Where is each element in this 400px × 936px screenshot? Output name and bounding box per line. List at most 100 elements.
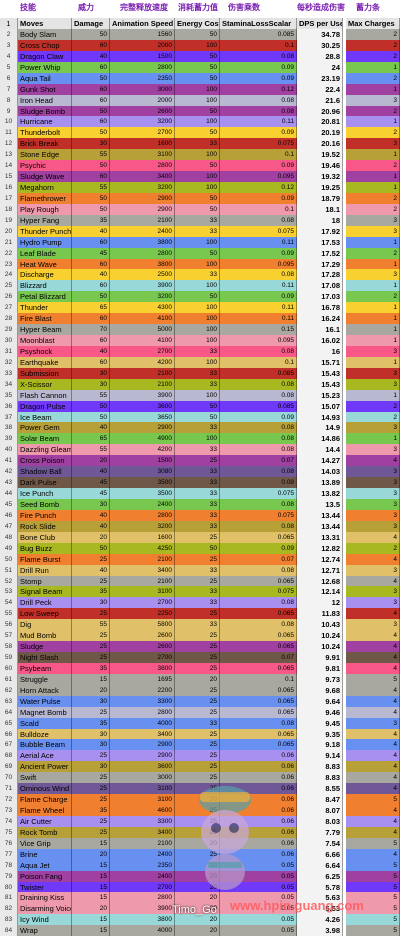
header-max-charges[interactable]: Max Charges bbox=[346, 18, 400, 29]
damage-cell[interactable]: 15 bbox=[72, 881, 110, 893]
stamina-loss-cell[interactable]: 0.085 bbox=[220, 367, 297, 379]
animation-speed-cell[interactable]: 2800 bbox=[110, 160, 175, 172]
row-number[interactable]: 81 bbox=[0, 892, 18, 904]
move-name-cell[interactable]: Scald bbox=[18, 717, 72, 729]
dps-cell[interactable]: 8.47 bbox=[297, 794, 343, 806]
stamina-loss-cell[interactable]: 0.11 bbox=[220, 313, 297, 325]
row-number[interactable]: 84 bbox=[0, 925, 18, 936]
stamina-loss-cell[interactable]: 0.08 bbox=[220, 94, 297, 106]
move-name-cell[interactable]: Psychic bbox=[18, 160, 72, 172]
dps-cell[interactable]: 9.73 bbox=[297, 673, 343, 685]
dps-cell[interactable]: 28.8 bbox=[297, 50, 343, 62]
row-number[interactable]: 34 bbox=[0, 378, 18, 390]
stamina-loss-cell[interactable]: 0.1 bbox=[220, 39, 297, 51]
energy-cost-cell[interactable]: 33 bbox=[175, 214, 220, 226]
energy-cost-cell[interactable]: 100 bbox=[175, 258, 220, 270]
dps-cell[interactable]: 15.71 bbox=[297, 356, 343, 368]
table-row[interactable]: 10 Hurricane 60 3200 100 0.11 20.81 1 bbox=[0, 116, 400, 128]
energy-cost-cell[interactable]: 100 bbox=[175, 116, 220, 128]
animation-speed-cell[interactable]: 3200 bbox=[110, 291, 175, 303]
dps-cell[interactable]: 19.52 bbox=[297, 149, 343, 161]
max-charges-cell[interactable]: 3 bbox=[346, 94, 400, 106]
move-name-cell[interactable]: Dazzling Gleam bbox=[18, 444, 72, 456]
dps-cell[interactable]: 9.18 bbox=[297, 739, 343, 751]
table-row[interactable]: 81 Draining Kiss 15 2800 20 0.05 5.63 5 bbox=[0, 892, 400, 904]
animation-speed-cell[interactable]: 1695 bbox=[110, 673, 175, 685]
row-number[interactable]: 22 bbox=[0, 247, 18, 259]
dps-cell[interactable]: 20.81 bbox=[297, 116, 343, 128]
max-charges-cell[interactable]: 4 bbox=[346, 750, 400, 762]
animation-speed-cell[interactable]: 2700 bbox=[110, 127, 175, 139]
stamina-loss-cell[interactable]: 0.08 bbox=[220, 105, 297, 117]
damage-cell[interactable]: 35 bbox=[72, 214, 110, 226]
table-row[interactable]: 66 Bulldoze 30 3400 25 0.065 9.35 4 bbox=[0, 728, 400, 740]
dps-cell[interactable]: 12 bbox=[297, 597, 343, 609]
stamina-loss-cell[interactable]: 0.06 bbox=[220, 783, 297, 795]
move-name-cell[interactable]: Hydro Pump bbox=[18, 236, 72, 248]
max-charges-cell[interactable]: 4 bbox=[346, 739, 400, 751]
move-name-cell[interactable]: Flame Burst bbox=[18, 553, 72, 565]
table-row[interactable]: 30 Moonblast 60 4100 100 0.095 16.02 1 bbox=[0, 335, 400, 347]
move-name-cell[interactable]: Stone Edge bbox=[18, 149, 72, 161]
energy-cost-cell[interactable]: 100 bbox=[175, 149, 220, 161]
energy-cost-cell[interactable]: 50 bbox=[175, 192, 220, 204]
row-number[interactable]: 58 bbox=[0, 641, 18, 653]
animation-speed-cell[interactable]: 3000 bbox=[110, 772, 175, 784]
animation-speed-cell[interactable]: 2000 bbox=[110, 39, 175, 51]
move-name-cell[interactable]: Struggle bbox=[18, 673, 72, 685]
table-row[interactable]: 48 Bone Club 20 1600 25 0.065 13.31 4 bbox=[0, 531, 400, 543]
row-number[interactable]: 56 bbox=[0, 619, 18, 631]
table-row[interactable]: 65 Scald 35 4000 33 0.08 9.45 3 bbox=[0, 717, 400, 729]
stamina-loss-cell[interactable]: 0.11 bbox=[220, 280, 297, 292]
table-row[interactable]: 35 Flash Cannon 55 3900 100 0.08 15.23 1 bbox=[0, 389, 400, 401]
energy-cost-cell[interactable]: 50 bbox=[175, 50, 220, 62]
max-charges-cell[interactable]: 2 bbox=[346, 127, 400, 139]
damage-cell[interactable]: 60 bbox=[72, 280, 110, 292]
animation-speed-cell[interactable]: 3100 bbox=[110, 794, 175, 806]
dps-cell[interactable]: 8.07 bbox=[297, 805, 343, 817]
table-row[interactable]: 60 Psybeam 35 3800 25 0.065 9.81 4 bbox=[0, 662, 400, 674]
row-number[interactable]: 8 bbox=[0, 94, 18, 106]
move-name-cell[interactable]: Mud Bomb bbox=[18, 630, 72, 642]
dps-cell[interactable]: 6.64 bbox=[297, 859, 343, 871]
table-row[interactable]: 82 Disarming Voice 20 3900 20 0.05 5.53 5 bbox=[0, 903, 400, 915]
table-row[interactable]: 24 Discharge 40 2500 33 0.08 17.28 3 bbox=[0, 269, 400, 281]
max-charges-cell[interactable]: 3 bbox=[346, 597, 400, 609]
max-charges-cell[interactable]: 2 bbox=[346, 192, 400, 204]
stamina-loss-cell[interactable]: 0.09 bbox=[220, 247, 297, 259]
row-number[interactable]: 32 bbox=[0, 356, 18, 368]
max-charges-cell[interactable]: 4 bbox=[346, 815, 400, 827]
max-charges-cell[interactable]: 4 bbox=[346, 783, 400, 795]
stamina-loss-cell[interactable]: 0.06 bbox=[220, 761, 297, 773]
max-charges-cell[interactable]: 5 bbox=[346, 881, 400, 893]
max-charges-cell[interactable]: 2 bbox=[346, 160, 400, 172]
damage-cell[interactable]: 15 bbox=[72, 673, 110, 685]
move-name-cell[interactable]: X-Scissor bbox=[18, 378, 72, 390]
dps-cell[interactable]: 9.45 bbox=[297, 717, 343, 729]
move-name-cell[interactable]: Megahorn bbox=[18, 182, 72, 194]
row-number[interactable]: 45 bbox=[0, 498, 18, 510]
max-charges-cell[interactable]: 4 bbox=[346, 641, 400, 653]
animation-speed-cell[interactable]: 3800 bbox=[110, 258, 175, 270]
table-row[interactable]: 15 Sludge Wave 60 3400 100 0.095 19.32 1 bbox=[0, 171, 400, 183]
animation-speed-cell[interactable]: 2900 bbox=[110, 750, 175, 762]
table-row[interactable]: 47 Rock Slide 40 3200 33 0.08 13.44 3 bbox=[0, 520, 400, 532]
energy-cost-cell[interactable]: 25 bbox=[175, 848, 220, 860]
table-row[interactable]: 52 Stomp 25 2100 25 0.065 12.68 4 bbox=[0, 575, 400, 587]
table-row[interactable]: 9 Sludge Bomb 50 2600 50 0.08 20.96 2 bbox=[0, 105, 400, 117]
damage-cell[interactable]: 70 bbox=[72, 324, 110, 336]
damage-cell[interactable]: 30 bbox=[72, 761, 110, 773]
move-name-cell[interactable]: Fire Blast bbox=[18, 313, 72, 325]
max-charges-cell[interactable]: 4 bbox=[346, 553, 400, 565]
stamina-loss-cell[interactable]: 0.08 bbox=[220, 50, 297, 62]
table-row[interactable]: 34 X-Scissor 30 2100 33 0.08 15.43 3 bbox=[0, 378, 400, 390]
row-number[interactable]: 47 bbox=[0, 520, 18, 532]
dps-cell[interactable]: 9.91 bbox=[297, 652, 343, 663]
stamina-loss-cell[interactable]: 0.075 bbox=[220, 586, 297, 598]
max-charges-cell[interactable]: 3 bbox=[346, 269, 400, 281]
dps-cell[interactable]: 9.64 bbox=[297, 695, 343, 707]
dps-cell[interactable]: 17.29 bbox=[297, 258, 343, 270]
move-name-cell[interactable]: Flame Wheel bbox=[18, 805, 72, 817]
row-number[interactable]: 67 bbox=[0, 739, 18, 751]
